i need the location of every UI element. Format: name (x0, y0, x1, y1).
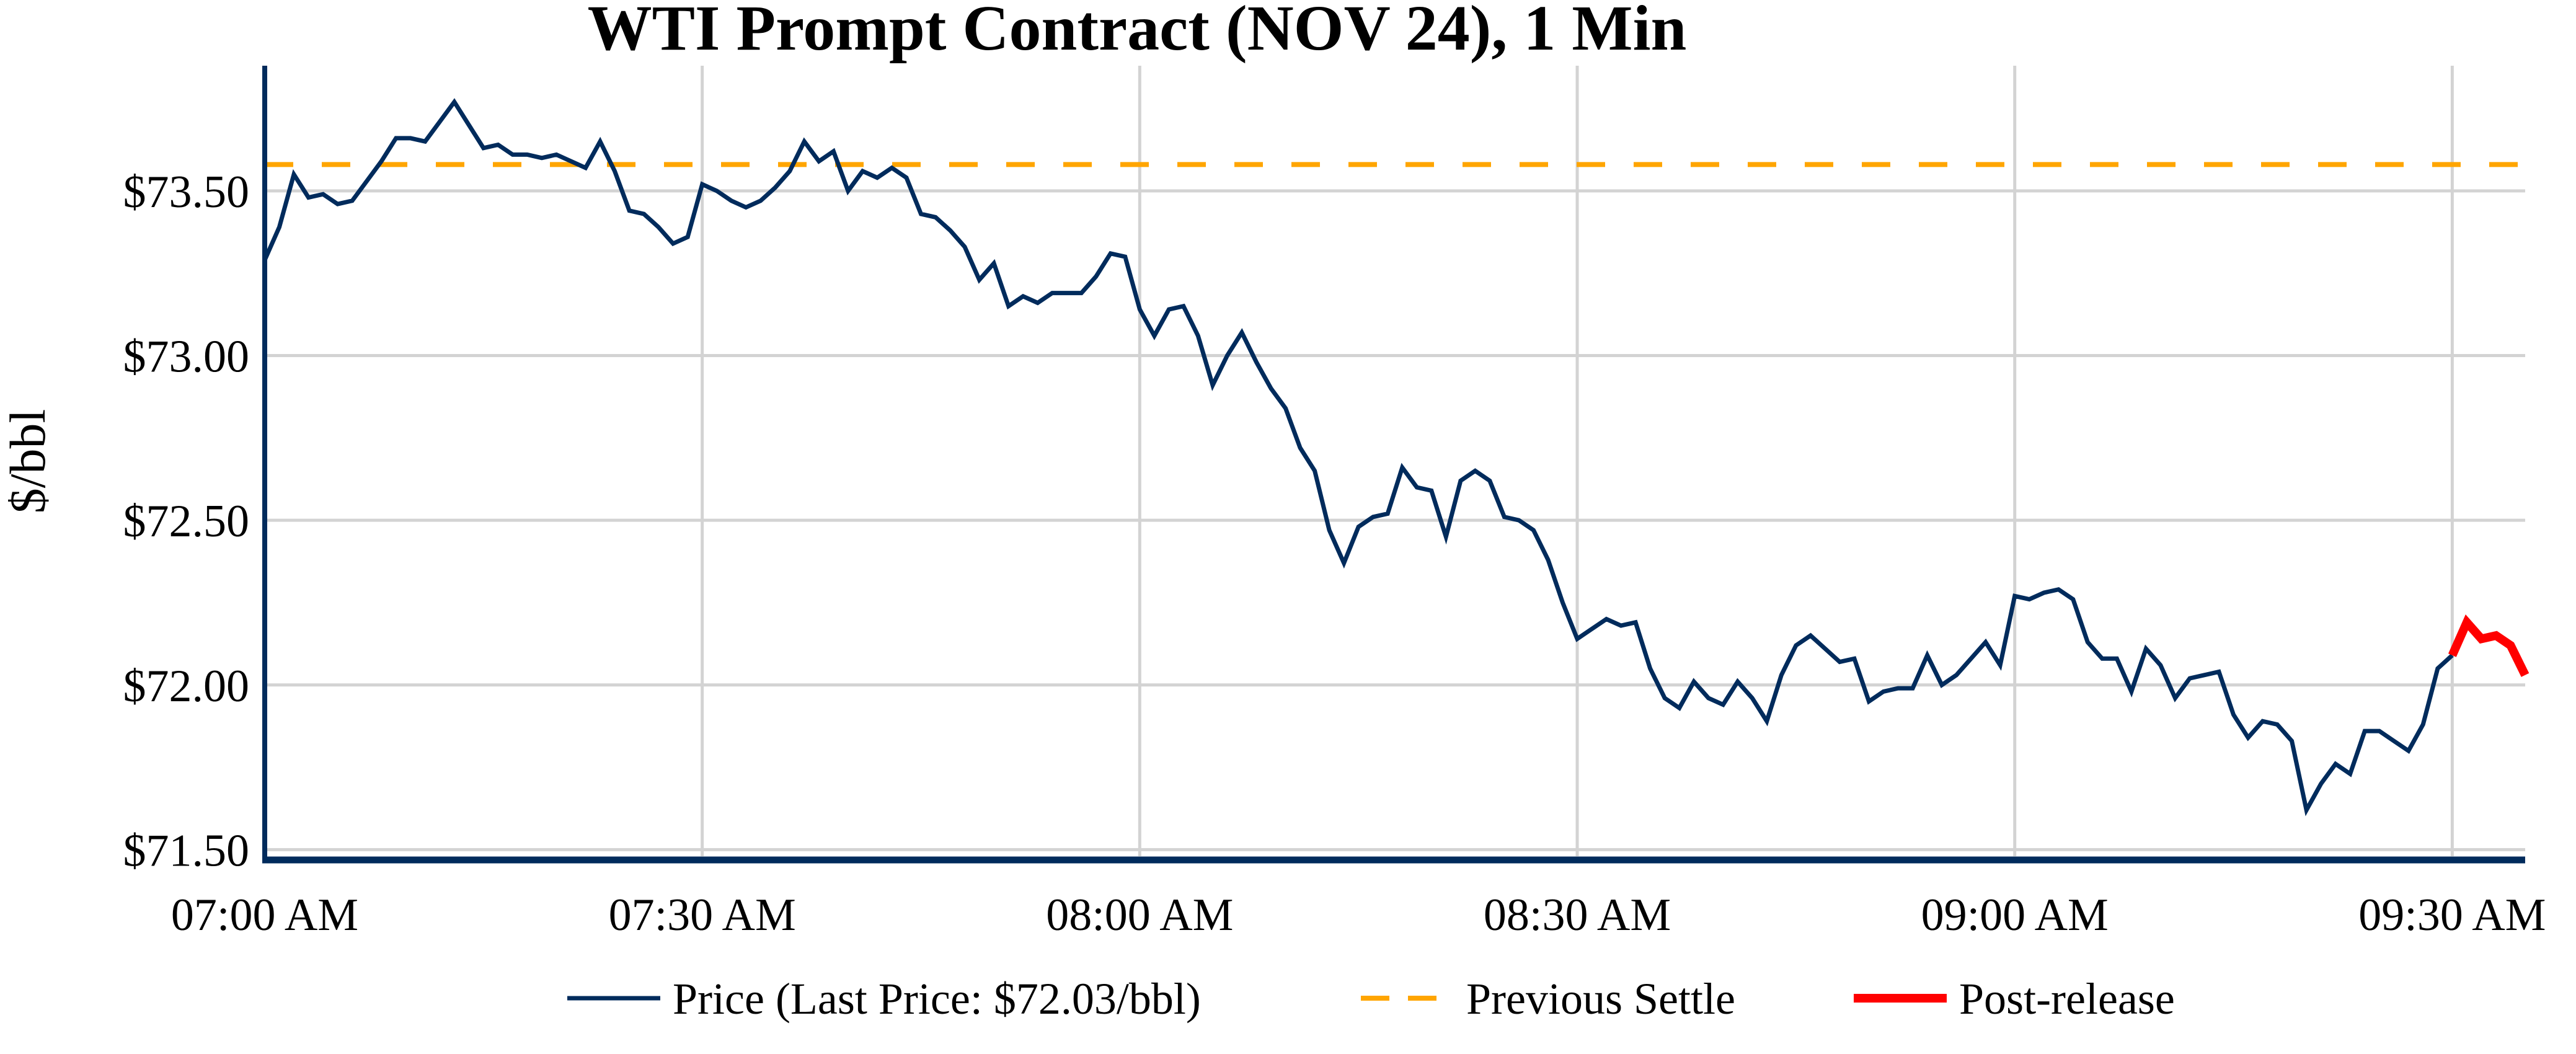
y-tick-label: $71.50 (123, 825, 250, 876)
legend-label: Post-release (1959, 974, 2175, 1024)
y-axis-label: $/bbl (0, 409, 56, 514)
legend: Price (Last Price: $72.03/bbl) Previous S… (567, 974, 2175, 1024)
legend-previous-settle: Previous Settle (1361, 974, 1735, 1024)
series-group (262, 98, 2530, 817)
y-tick-label: $72.00 (123, 661, 250, 712)
y-tick-label: $73.50 (123, 167, 250, 218)
legend-post-release: Post-release (1854, 974, 2175, 1024)
legend-label: Previous Settle (1466, 974, 1735, 1024)
y-tick-label: $72.50 (123, 496, 250, 547)
post-release-line (2448, 614, 2530, 677)
x-tick-label: 08:30 AM (1484, 890, 1671, 941)
legend-price: Price (Last Price: $72.03/bbl) (567, 974, 1201, 1024)
x-tick-label: 07:30 AM (609, 890, 796, 941)
x-tick-label: 09:30 AM (2358, 890, 2546, 941)
grid (263, 66, 2525, 856)
x-tick-label: 07:00 AM (171, 890, 358, 941)
x-tick-label: 08:00 AM (1046, 890, 1233, 941)
price-line (262, 98, 2454, 817)
y-tick-label: $73.00 (123, 332, 250, 383)
legend-label: Price (Last Price: $72.03/bbl) (673, 974, 1201, 1024)
chart-title: WTI Prompt Contract (NOV 24), 1 Min (588, 0, 1687, 64)
x-tick-label: 09:00 AM (1921, 890, 2109, 941)
axes: $71.50 $72.00 $72.50 $73.00 $73.50 07:00 AM 07… (123, 66, 2546, 941)
